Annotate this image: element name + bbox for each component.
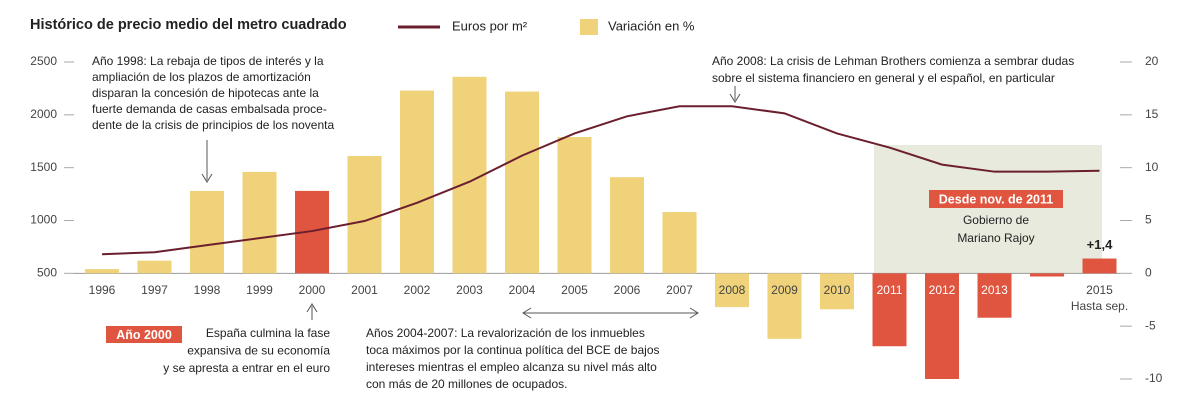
x-note: Hasta sep. xyxy=(1071,299,1128,313)
bar xyxy=(400,90,434,274)
x-tick-label: 2012 xyxy=(929,283,956,297)
x-tick-label: 2003 xyxy=(456,283,483,297)
x-tick-label: 2014 xyxy=(1034,283,1061,297)
annotation-text: Gobierno de xyxy=(963,213,1029,227)
x-tick-label: 2008 xyxy=(719,283,746,297)
y2-tick-label: 0 xyxy=(1145,266,1152,280)
y2-tick-label: 10 xyxy=(1145,160,1159,174)
annotation-label-box xyxy=(106,326,182,343)
x-tick-label: 2013 xyxy=(981,283,1008,297)
y2-tick-label: -10 xyxy=(1145,371,1163,385)
chart-title: Histórico de precio medio del metro cuad… xyxy=(30,17,347,33)
x-tick-label: 2006 xyxy=(614,283,641,297)
annotation-label: Año 2000 xyxy=(116,328,172,342)
annotation-text: disparan la concesión de hipotecas ante … xyxy=(92,86,319,100)
bar xyxy=(242,171,277,274)
value-label: +1,4 xyxy=(1087,237,1113,252)
x-tick-label: 2004 xyxy=(509,283,536,297)
annotation-text: expansiva de su economía xyxy=(187,344,330,358)
highlight-band xyxy=(874,145,1102,273)
annotation-text: intereses mientras el empleo alcanza su … xyxy=(366,360,657,374)
bar xyxy=(505,91,539,274)
x-tick-label: 1996 xyxy=(89,283,116,297)
annotation-text: dente de la crisis de principios de los … xyxy=(92,118,334,132)
bar xyxy=(610,177,644,274)
bar xyxy=(662,212,697,274)
bar xyxy=(925,273,959,379)
y2-tick-label: 5 xyxy=(1145,213,1152,227)
x-tick-label: 2011 xyxy=(877,283,903,297)
bar xyxy=(872,273,907,347)
bar xyxy=(715,273,749,308)
annotation-label: Desde nov. de 2011 xyxy=(939,192,1053,206)
y2-tick-label: -5 xyxy=(1145,318,1156,332)
annotation-text: España culmina la fase xyxy=(206,326,330,340)
annotation-text: Mariano Rajoy xyxy=(957,231,1034,245)
y2-tick-label: 20 xyxy=(1145,54,1159,68)
x-tick-label: 1998 xyxy=(194,283,221,297)
annotation-text: toca máximos por la continua política de… xyxy=(366,343,660,357)
y-tick-label: 2500 xyxy=(30,54,57,68)
x-tick-label: 2007 xyxy=(666,283,693,297)
x-tick-label: 2002 xyxy=(404,283,431,297)
x-tick-label: 2009 xyxy=(771,283,798,297)
bar xyxy=(557,137,592,274)
x-tick-label: 1997 xyxy=(141,283,168,297)
annotation-text: fuerte demanda de casas embalsada proce- xyxy=(92,102,327,116)
x-tick-label: 1999 xyxy=(246,283,273,297)
x-tick-label: 2015 xyxy=(1086,283,1113,297)
annotation-text: Años 2004-2007: La revalorización de los… xyxy=(366,326,645,340)
annotation-text: sobre el sistema financiero en general y… xyxy=(712,71,1055,85)
legend-swatch xyxy=(580,19,598,35)
legend-label: Euros por m² xyxy=(452,18,528,33)
bar xyxy=(85,269,119,274)
bar xyxy=(1030,273,1064,277)
bar xyxy=(820,273,854,310)
line xyxy=(101,105,1100,256)
arrows xyxy=(201,86,741,320)
bar xyxy=(767,273,802,339)
bar xyxy=(190,190,224,274)
annotation-text: Año 1998: La rebaja de tipos de interés … xyxy=(92,54,324,68)
bar xyxy=(347,156,382,274)
x-tick-label: 2001 xyxy=(351,283,378,297)
annotation-label-box xyxy=(929,190,1063,208)
legend-label: Variación en % xyxy=(608,18,695,33)
annotation-text: Año 2008: La crisis de Lehman Brothers c… xyxy=(712,54,1074,68)
x-tick-label: 2010 xyxy=(824,283,851,297)
y-tick-label: 2000 xyxy=(30,107,57,121)
bar xyxy=(1082,258,1117,274)
y-tick-label: 500 xyxy=(37,266,57,280)
y-tick-label: 1500 xyxy=(30,160,57,174)
bar xyxy=(977,273,1012,318)
y-tick-label: 1000 xyxy=(30,213,57,227)
y2-tick-label: 15 xyxy=(1145,107,1159,121)
bar xyxy=(137,260,172,274)
x-tick-label: 2005 xyxy=(561,283,588,297)
x-tick-label: 2000 xyxy=(299,283,326,297)
annotation-text: con más de 20 millones de ocupados. xyxy=(366,377,567,391)
annotation-text: ampliación de los plazos de amortización xyxy=(92,70,311,84)
annotation-text: y se apresta a entrar en el euro xyxy=(163,361,330,375)
